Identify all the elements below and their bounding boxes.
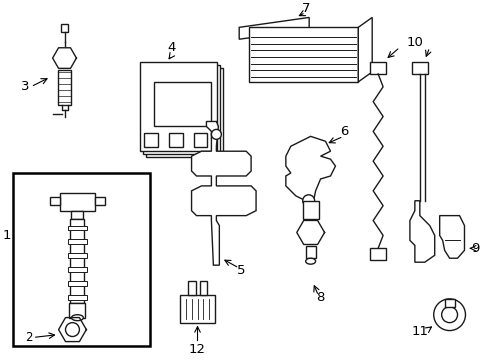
Bar [444, 299, 454, 307]
Text: 2: 2 [25, 331, 32, 344]
Polygon shape [191, 121, 256, 265]
Ellipse shape [71, 315, 83, 321]
Bar [142, 65, 220, 154]
Polygon shape [358, 17, 371, 82]
Text: 3: 3 [21, 80, 29, 93]
Bar [67, 253, 87, 258]
Bar [67, 267, 87, 272]
Bar [369, 248, 386, 260]
Bar [70, 219, 84, 303]
Bar [199, 281, 207, 295]
Bar [61, 24, 68, 32]
Bar [67, 281, 87, 286]
Bar [58, 70, 71, 105]
Circle shape [65, 323, 79, 337]
Bar [140, 62, 217, 151]
Bar [69, 303, 85, 318]
Bar [302, 201, 318, 219]
Text: 1: 1 [2, 229, 11, 242]
Circle shape [441, 307, 457, 323]
Text: 8: 8 [316, 291, 324, 304]
Bar [248, 27, 358, 82]
Text: 6: 6 [340, 125, 348, 138]
Bar [13, 173, 149, 346]
Ellipse shape [305, 258, 315, 264]
Bar [154, 82, 211, 126]
Bar [71, 211, 83, 219]
Bar [143, 133, 158, 147]
Bar [305, 246, 315, 258]
Bar [369, 62, 386, 74]
Text: 10: 10 [406, 36, 423, 49]
Circle shape [433, 299, 465, 330]
Bar [67, 225, 87, 230]
Bar [168, 133, 182, 147]
Bar [411, 62, 427, 74]
Bar [193, 133, 207, 147]
Bar [67, 239, 87, 244]
Text: 11: 11 [410, 325, 427, 338]
Bar [187, 281, 195, 295]
Text: 12: 12 [189, 343, 205, 356]
Bar [60, 193, 95, 211]
Polygon shape [409, 201, 434, 262]
Text: 7: 7 [301, 2, 309, 15]
Text: 4: 4 [167, 41, 176, 54]
Polygon shape [285, 136, 335, 216]
Polygon shape [439, 216, 464, 258]
Polygon shape [239, 17, 308, 39]
Bar [145, 68, 223, 157]
Circle shape [211, 129, 221, 139]
Bar [67, 295, 87, 300]
Circle shape [302, 195, 314, 207]
Text: 9: 9 [470, 242, 479, 255]
Bar [50, 197, 60, 205]
Bar [179, 295, 215, 323]
Bar [95, 197, 105, 205]
Text: 5: 5 [237, 264, 245, 276]
